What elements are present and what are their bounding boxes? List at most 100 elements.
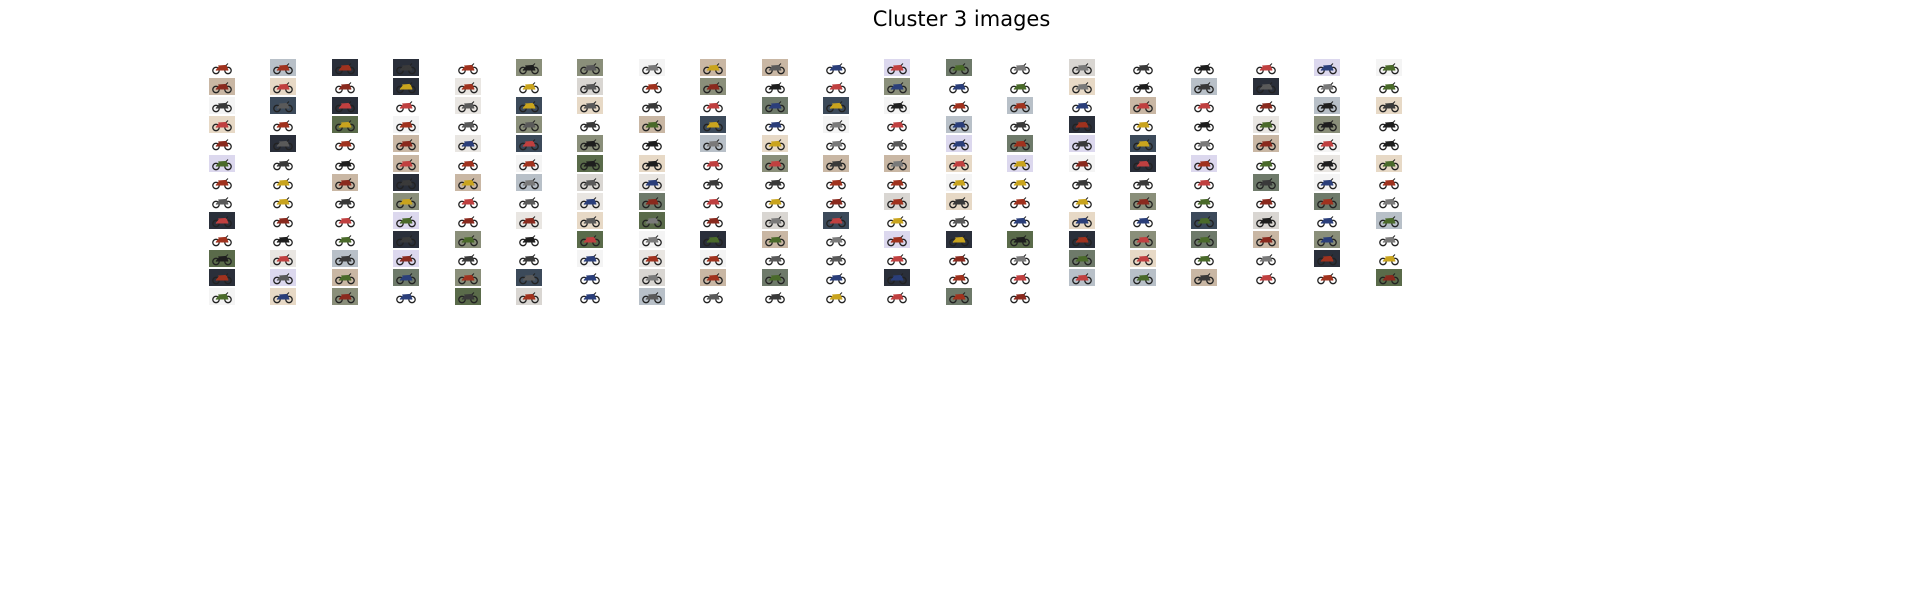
motorcycle-thumbnail — [516, 173, 542, 191]
motorcycle-thumbnail — [1314, 97, 1341, 115]
motorcycle-photo-icon — [884, 59, 911, 76]
motorcycle-photo-icon — [700, 78, 727, 96]
motorcycle-photo-icon — [1252, 192, 1279, 210]
motorcycle-thumbnail — [1007, 135, 1034, 153]
motorcycle-photo-icon — [1375, 269, 1402, 287]
motorcycle-thumbnail — [331, 288, 358, 306]
motorcycle-thumbnail — [393, 250, 420, 267]
motorcycle-thumbnail — [454, 78, 481, 96]
motorcycle-thumbnail — [700, 288, 727, 306]
motorcycle-thumbnail — [393, 78, 420, 96]
motorcycle-photo-icon — [1191, 154, 1218, 172]
motorcycle-thumbnail — [393, 116, 420, 134]
motorcycle-thumbnail — [884, 97, 911, 115]
motorcycle-photo-icon — [1314, 116, 1341, 134]
motorcycle-photo-icon — [638, 192, 665, 210]
motorcycle-thumbnail — [1068, 192, 1095, 210]
motorcycle-thumbnail — [393, 59, 420, 76]
motorcycle-photo-icon — [393, 135, 420, 153]
motorcycle-thumbnail — [945, 78, 972, 96]
motorcycle-photo-icon — [1007, 211, 1034, 229]
motorcycle-photo-icon — [1068, 116, 1095, 134]
motorcycle-thumbnail — [270, 230, 297, 248]
motorcycle-thumbnail — [1007, 154, 1034, 172]
motorcycle-photo-icon — [454, 269, 481, 287]
motorcycle-photo-icon — [454, 97, 481, 115]
motorcycle-thumbnail — [884, 230, 911, 248]
motorcycle-thumbnail — [331, 211, 358, 229]
motorcycle-thumbnail — [1252, 97, 1279, 115]
motorcycle-thumbnail — [516, 269, 542, 287]
motorcycle-photo-icon — [454, 288, 481, 306]
motorcycle-thumbnail — [270, 173, 297, 191]
motorcycle-thumbnail — [823, 97, 849, 115]
motorcycle-thumbnail — [209, 116, 235, 134]
motorcycle-photo-icon — [1068, 135, 1095, 153]
motorcycle-thumbnail — [1314, 269, 1341, 287]
motorcycle-photo-icon — [823, 116, 849, 134]
motorcycle-thumbnail — [209, 78, 235, 96]
motorcycle-thumbnail — [1007, 250, 1034, 267]
motorcycle-photo-icon — [1314, 250, 1341, 267]
motorcycle-thumbnail — [945, 59, 972, 76]
motorcycle-thumbnail — [761, 173, 788, 191]
motorcycle-photo-icon — [1252, 173, 1279, 191]
motorcycle-photo-icon — [516, 288, 542, 306]
motorcycle-photo-icon — [1314, 59, 1341, 76]
motorcycle-thumbnail — [1314, 230, 1341, 248]
motorcycle-photo-icon — [516, 173, 542, 191]
motorcycle-photo-icon — [270, 135, 297, 153]
motorcycle-thumbnail — [945, 97, 972, 115]
motorcycle-thumbnail — [945, 173, 972, 191]
motorcycle-thumbnail — [209, 250, 235, 267]
motorcycle-photo-icon — [516, 59, 542, 76]
motorcycle-thumbnail — [454, 250, 481, 267]
motorcycle-photo-icon — [638, 154, 665, 172]
motorcycle-photo-icon — [1314, 230, 1341, 248]
motorcycle-thumbnail — [945, 192, 972, 210]
motorcycle-thumbnail — [577, 230, 604, 248]
motorcycle-photo-icon — [823, 269, 849, 287]
motorcycle-photo-icon — [577, 154, 604, 172]
motorcycle-photo-icon — [1130, 59, 1156, 76]
motorcycle-thumbnail — [1007, 173, 1034, 191]
motorcycle-photo-icon — [1007, 288, 1034, 306]
motorcycle-thumbnail — [823, 269, 849, 287]
motorcycle-thumbnail — [331, 59, 358, 76]
motorcycle-thumbnail — [1068, 116, 1095, 134]
motorcycle-photo-icon — [577, 97, 604, 115]
motorcycle-thumbnail — [1130, 59, 1156, 76]
motorcycle-photo-icon — [209, 173, 235, 191]
motorcycle-thumbnail — [700, 97, 727, 115]
motorcycle-thumbnail — [700, 250, 727, 267]
motorcycle-thumbnail — [393, 173, 420, 191]
motorcycle-thumbnail — [1068, 269, 1095, 287]
motorcycle-photo-icon — [1007, 269, 1034, 287]
motorcycle-photo-icon — [1068, 211, 1095, 229]
motorcycle-photo-icon — [761, 135, 788, 153]
motorcycle-thumbnail — [1068, 250, 1095, 267]
motorcycle-photo-icon — [516, 230, 542, 248]
motorcycle-thumbnail — [454, 59, 481, 76]
motorcycle-photo-icon — [1252, 154, 1279, 172]
motorcycle-thumbnail — [1375, 78, 1402, 96]
motorcycle-thumbnail — [884, 116, 911, 134]
motorcycle-thumbnail — [1191, 116, 1218, 134]
motorcycle-thumbnail — [1314, 211, 1341, 229]
motorcycle-photo-icon — [270, 211, 297, 229]
motorcycle-photo-icon — [1007, 135, 1034, 153]
motorcycle-photo-icon — [516, 211, 542, 229]
motorcycle-photo-icon — [393, 288, 420, 306]
motorcycle-thumbnail — [884, 59, 911, 76]
motorcycle-thumbnail — [884, 211, 911, 229]
motorcycle-thumbnail — [945, 116, 972, 134]
motorcycle-thumbnail — [331, 269, 358, 287]
motorcycle-thumbnail — [761, 154, 788, 172]
motorcycle-photo-icon — [516, 154, 542, 172]
motorcycle-thumbnail — [1252, 154, 1279, 172]
motorcycle-thumbnail — [1252, 211, 1279, 229]
motorcycle-photo-icon — [1252, 269, 1279, 287]
motorcycle-photo-icon — [700, 269, 727, 287]
motorcycle-thumbnail — [761, 116, 788, 134]
